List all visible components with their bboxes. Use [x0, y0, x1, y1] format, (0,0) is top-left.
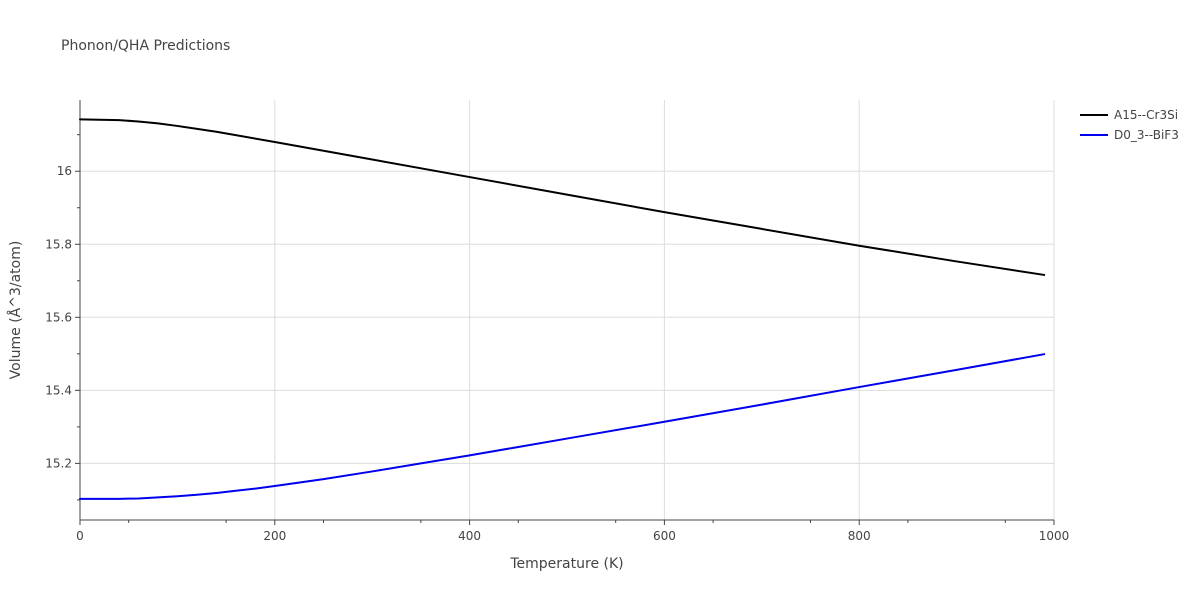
y-tick-label: 16 — [57, 164, 72, 178]
series-0-point — [156, 121, 160, 125]
series-0-point — [1042, 273, 1046, 277]
axes: 0 200 400 600 800 1000 15.2 15.4 15.6 15.8 16 — [45, 100, 1069, 543]
series-1-point — [419, 461, 423, 465]
series-0-point — [175, 124, 179, 128]
x-tick-label: 1000 — [1039, 529, 1070, 543]
y-tick-label: 15.6 — [45, 310, 72, 324]
series-0-point — [97, 118, 101, 122]
x-axis-label: Temperature (K) — [509, 556, 623, 572]
series-1-point — [662, 420, 666, 424]
series-0-point — [214, 130, 218, 134]
series-1-point — [760, 403, 764, 407]
series-1-point — [468, 453, 472, 457]
legend-label: D0_3--BiF3 — [1114, 128, 1179, 142]
x-tick-label: 800 — [848, 529, 871, 543]
series-1-point — [370, 469, 374, 473]
series-1-point — [234, 489, 238, 493]
x-tick-label: 600 — [653, 529, 676, 543]
series-0-point — [468, 175, 472, 179]
series-1-point — [117, 497, 121, 501]
series-1-point — [955, 368, 959, 372]
series-1-point — [175, 494, 179, 498]
series-1-point — [516, 445, 520, 449]
series-1-point — [253, 487, 257, 491]
legend-label: A15--Cr3Si — [1114, 108, 1178, 122]
series-1-point — [857, 385, 861, 389]
series-1-point — [214, 491, 218, 495]
x-tick-label: 200 — [263, 529, 286, 543]
legend[interactable]: A15--Cr3Si D0_3--BiF3 — [1080, 108, 1179, 142]
x-tick-label: 0 — [76, 529, 84, 543]
series-line-1[interactable] — [79, 353, 1046, 500]
y-tick-label: 15.2 — [45, 456, 72, 470]
y-tick-label: 15.8 — [45, 237, 72, 251]
x-tick-label: 400 — [458, 529, 481, 543]
series-1-point — [156, 495, 160, 499]
series-1-point — [565, 437, 569, 441]
series-0-point — [565, 193, 569, 197]
series-0-point — [78, 117, 82, 121]
series-1-point — [322, 477, 326, 481]
series-1-point — [273, 484, 277, 488]
series-0-point — [760, 227, 764, 231]
series-1-point — [1042, 352, 1046, 356]
series-lines — [78, 117, 1046, 501]
series-0-point — [273, 140, 277, 144]
y-axis-label: Volume (Å^3/atom) — [7, 241, 24, 380]
series-0-point — [370, 158, 374, 162]
series-line-0[interactable] — [79, 118, 1046, 276]
series-1-point — [195, 493, 199, 497]
series-0-point — [955, 259, 959, 263]
series-1-point — [97, 497, 101, 501]
chart-title: Phonon/QHA Predictions — [61, 38, 230, 54]
legend-item[interactable]: A15--Cr3Si — [1080, 108, 1178, 122]
y-tick-label: 15.4 — [45, 383, 72, 397]
series-0-point — [662, 210, 666, 214]
series-1-point — [78, 497, 82, 501]
series-0-point — [857, 244, 861, 248]
series-1-point — [136, 496, 140, 500]
grid-lines — [80, 100, 1055, 520]
series-0-point — [117, 118, 121, 122]
series-0-point — [136, 120, 140, 124]
legend-item[interactable]: D0_3--BiF3 — [1080, 128, 1179, 142]
